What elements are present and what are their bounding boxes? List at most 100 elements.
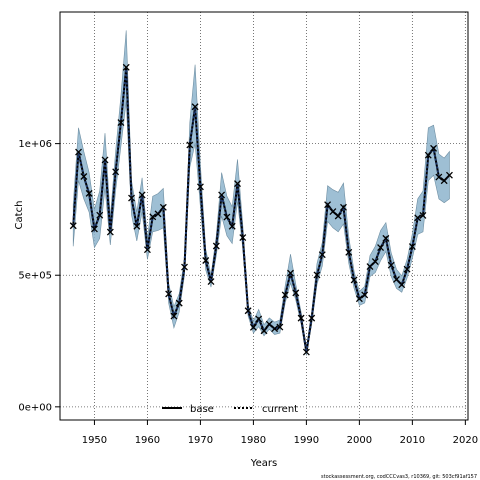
- point-mark: [149, 213, 157, 221]
- data-point: [350, 276, 358, 284]
- data-point: [143, 246, 151, 254]
- plot-frame: [59, 11, 469, 421]
- x-axis-title: Years: [250, 458, 277, 469]
- data-point: [191, 103, 199, 111]
- point-mark: [212, 242, 220, 250]
- band-area: [72, 30, 450, 356]
- series-line-current: [72, 67, 451, 353]
- point-mark: [430, 144, 438, 152]
- data-point: [149, 213, 157, 221]
- x-tick-label: 1960: [135, 435, 160, 446]
- data-point: [186, 141, 194, 149]
- data-point: [345, 248, 353, 256]
- x-tick-label: 2020: [453, 435, 478, 446]
- point-mark: [387, 261, 395, 269]
- point-mark: [170, 312, 178, 320]
- data-point: [313, 271, 321, 279]
- point-mark: [308, 314, 316, 322]
- point-mark: [228, 222, 236, 230]
- data-point: [371, 258, 379, 265]
- point-mark: [435, 173, 443, 181]
- data-point: [271, 325, 279, 333]
- point-mark: [133, 222, 141, 230]
- x-tick-label: 1980: [241, 435, 266, 446]
- x-tick-label: 1990: [294, 435, 319, 446]
- point-mark: [154, 210, 162, 218]
- legend: base current: [162, 404, 298, 415]
- data-point: [260, 327, 268, 335]
- data-point: [170, 312, 178, 320]
- point-mark: [297, 314, 305, 322]
- point-mark: [377, 244, 385, 252]
- y-tick-label: 0e+00: [18, 402, 52, 413]
- point-mark: [445, 171, 453, 179]
- point-mark: [112, 168, 120, 176]
- x-tick-label: 1970: [188, 435, 213, 446]
- data-point: [387, 261, 395, 269]
- x-tick-label: 2000: [347, 435, 372, 446]
- point-mark: [138, 191, 146, 199]
- legend-label-base: base: [190, 404, 214, 415]
- point-mark: [143, 246, 151, 254]
- point-mark: [75, 148, 83, 156]
- point-mark: [361, 291, 369, 299]
- point-mark: [90, 225, 98, 233]
- data-point: [255, 315, 263, 323]
- point-mark: [318, 251, 326, 259]
- data-point: [403, 265, 411, 273]
- data-point: [430, 144, 438, 152]
- point-mark: [165, 290, 173, 298]
- data-point: [408, 243, 416, 250]
- point-mark: [69, 222, 77, 230]
- x-axis: 1950 1960 1970 1980 1990 2000 2010 2020: [82, 420, 478, 446]
- point-mark: [85, 189, 93, 197]
- data-point: [175, 299, 183, 307]
- data-point: [382, 234, 390, 242]
- point-mark: [340, 203, 347, 211]
- point-mark: [271, 325, 279, 333]
- data-point: [276, 323, 284, 331]
- point-mark: [80, 173, 88, 180]
- data-points: [69, 63, 453, 356]
- point-mark: [202, 257, 210, 264]
- point-mark: [234, 180, 241, 188]
- data-point: [159, 203, 167, 211]
- data-point: [106, 228, 114, 236]
- point-mark: [122, 63, 130, 71]
- point-mark: [175, 299, 183, 307]
- data-point: [165, 290, 173, 298]
- point-mark: [408, 243, 416, 250]
- point-mark: [334, 212, 342, 220]
- data-point: [297, 314, 305, 322]
- data-point: [75, 148, 83, 156]
- data-point: [377, 244, 385, 252]
- data-point: [244, 307, 252, 315]
- point-mark: [302, 348, 310, 356]
- point-mark: [382, 234, 390, 242]
- point-mark: [393, 275, 400, 283]
- x-tick-label: 1950: [82, 435, 107, 446]
- data-point: [318, 251, 326, 259]
- data-point: [419, 212, 427, 219]
- data-point: [112, 168, 120, 176]
- point-mark: [366, 263, 374, 270]
- point-mark: [419, 212, 427, 219]
- point-mark: [117, 119, 125, 127]
- data-point: [85, 189, 93, 197]
- data-point: [324, 201, 332, 209]
- data-point: [234, 180, 241, 188]
- point-mark: [265, 320, 273, 328]
- data-point: [308, 314, 316, 322]
- point-mark: [350, 276, 358, 284]
- y-axis-title: Catch: [14, 201, 25, 230]
- data-point: [361, 291, 369, 299]
- confidence-band: [72, 30, 450, 356]
- point-mark: [260, 327, 268, 335]
- point-mark: [106, 228, 114, 236]
- point-mark: [403, 265, 411, 273]
- point-mark: [355, 295, 363, 303]
- data-point: [223, 213, 231, 221]
- data-point: [196, 183, 204, 191]
- data-point: [334, 212, 342, 220]
